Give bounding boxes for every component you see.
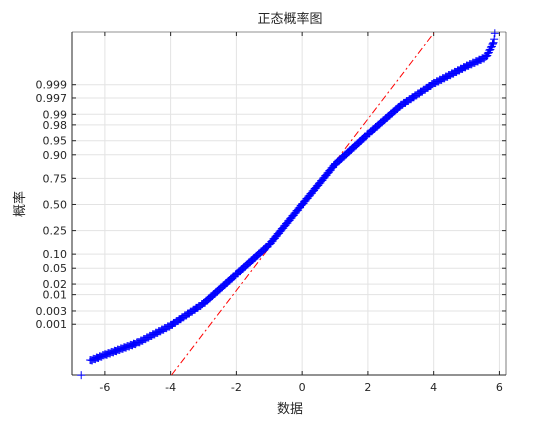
y-tick-label: 0.25	[43, 225, 68, 238]
y-tick-label: 0.90	[43, 149, 68, 162]
y-tick-label: 0.997	[36, 92, 68, 105]
y-tick-label: 0.999	[36, 79, 68, 92]
x-tick-label: -4	[165, 381, 176, 394]
data-marker	[99, 351, 108, 360]
x-tick-label: 4	[430, 381, 437, 394]
x-tick-label: 0	[299, 381, 306, 394]
y-tick-label: 0.98	[43, 119, 68, 132]
data-marker	[489, 38, 498, 47]
data-marker	[91, 355, 100, 364]
y-tick-label: 0.01	[43, 289, 68, 302]
data-marker	[128, 341, 137, 350]
data-marker	[490, 35, 499, 44]
data-marker	[94, 353, 103, 362]
data-marker	[115, 346, 124, 355]
data-marker	[106, 349, 115, 358]
x-tick-label: -6	[99, 381, 110, 394]
data-marker	[488, 39, 497, 48]
data-marker	[297, 201, 306, 210]
data-marker	[103, 350, 111, 359]
y-tick-label: 0.05	[43, 262, 68, 275]
y-axis-label: 概率	[12, 191, 28, 217]
x-tick-labels: -6 -4 -2 0 2 4 6	[99, 381, 503, 394]
data-marker	[490, 29, 499, 38]
data-marker	[88, 356, 97, 365]
y-tick-label: 0.001	[36, 318, 68, 331]
axes-layer	[71, 31, 507, 376]
chart-title: 正态概率图	[257, 11, 322, 27]
x-axis-label: 数据	[277, 402, 303, 417]
x-tick-label: 6	[496, 381, 503, 394]
data-marker	[122, 343, 131, 352]
data-marker	[77, 371, 86, 380]
y-tick-label: 0.75	[43, 172, 68, 185]
data-marker	[109, 348, 118, 357]
y-tick-label: 0.50	[43, 198, 68, 211]
y-tick-label: 0.02	[43, 278, 68, 291]
data-marker	[112, 347, 121, 356]
y-tick-label: 0.99	[43, 108, 68, 121]
y-tick-label: 0.10	[43, 248, 68, 261]
y-tick-label: 0.95	[43, 135, 68, 148]
y-tick-label: 0.003	[36, 305, 68, 318]
x-tick-label: -2	[231, 381, 242, 394]
x-tick-label: 2	[364, 381, 371, 394]
data-marker	[118, 344, 127, 353]
data-marker-layer	[77, 29, 499, 380]
data-marker	[125, 342, 134, 351]
